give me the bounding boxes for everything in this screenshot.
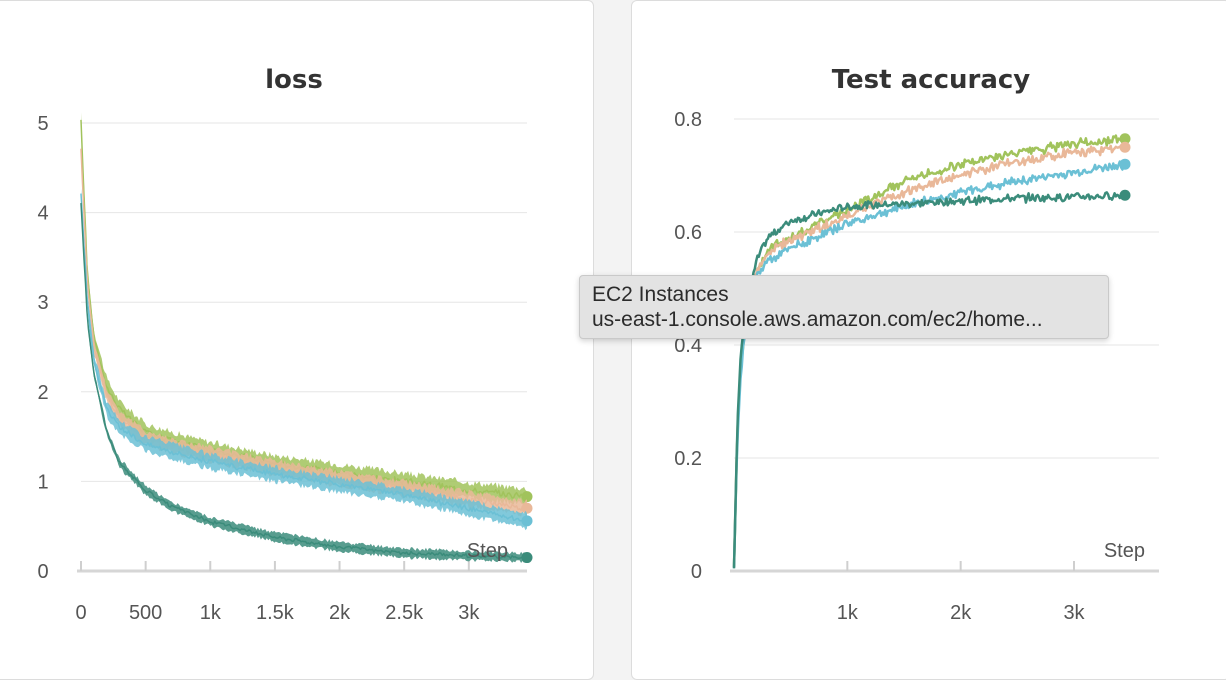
series-3[interactable] — [732, 189, 1131, 569]
x-axis-label: Step — [1104, 540, 1145, 562]
x-tick-label: 0 — [75, 602, 86, 624]
series-0[interactable] — [732, 133, 1131, 568]
y-tick-label: 0 — [691, 561, 702, 583]
x-tick-label: 2k — [950, 602, 972, 624]
series-3[interactable] — [80, 198, 533, 564]
y-tick-label: 0.6 — [674, 222, 702, 244]
y-tick-label: 1 — [37, 471, 48, 493]
series-line — [80, 193, 528, 523]
y-tick-label: 3 — [37, 292, 48, 314]
tooltip-title: EC2 Instances — [592, 283, 729, 306]
y-tick-label: 0.4 — [674, 335, 702, 357]
y-tick-label: 5 — [37, 113, 48, 135]
series-end-point — [1119, 133, 1131, 145]
x-axis-label: Step — [467, 540, 508, 562]
test-accuracy-chart-panel: Test accuracy 0 0.2 0.4 0.6 0.8 1k 2k 3k Step — [631, 0, 1226, 680]
series-band — [81, 188, 527, 531]
tooltip-url: us-east-1.console.aws.amazon.com/ec2/hom… — [592, 308, 1043, 331]
x-tick-label: 3k — [1063, 602, 1085, 624]
series-end-point — [521, 552, 533, 564]
series-end-point — [521, 502, 533, 514]
series-2[interactable] — [80, 188, 533, 531]
series-end-point — [521, 491, 533, 503]
y-tick-label: 4 — [37, 203, 48, 225]
series-end-point — [1119, 141, 1131, 153]
series-end-point — [1119, 189, 1131, 201]
y-tick-label: 0.2 — [674, 448, 702, 470]
x-tick-label: 1.5k — [256, 602, 295, 624]
y-tick-label: 2 — [37, 382, 48, 404]
test-accuracy-chart[interactable]: 0 0.2 0.4 0.6 0.8 1k 2k 3k Step — [632, 1, 1226, 655]
chart-title: Test accuracy — [831, 65, 1031, 95]
series-2[interactable] — [732, 158, 1131, 568]
x-tick-label: 500 — [129, 602, 162, 624]
chart-title: loss — [265, 65, 323, 95]
series-line — [80, 203, 528, 560]
x-tick-label: 1k — [200, 602, 222, 624]
x-tick-label: 2k — [329, 602, 351, 624]
x-tick-label: 3k — [458, 602, 480, 624]
series-line — [80, 148, 528, 512]
loss-chart-panel: loss 0 1 2 3 4 5 0 500 1k 1.5k 2k 2.5k 3k Step — [0, 0, 594, 680]
y-tick-label: 0.8 — [674, 109, 702, 131]
series-line — [732, 144, 1127, 567]
series-line — [732, 191, 1126, 569]
series-end-point — [521, 515, 533, 527]
loss-chart[interactable]: 0 1 2 3 4 5 0 500 1k 1.5k 2k 2.5k 3k Step — [0, 1, 595, 655]
series-end-point — [1119, 158, 1131, 170]
link-tooltip: EC2 Instances us-east-1.console.aws.amaz… — [579, 275, 1109, 339]
series-line — [732, 134, 1127, 568]
x-tick-label: 2.5k — [385, 602, 424, 624]
y-tick-label: 0 — [37, 561, 48, 583]
x-tick-label: 1k — [837, 602, 859, 624]
series-1[interactable] — [732, 141, 1131, 567]
